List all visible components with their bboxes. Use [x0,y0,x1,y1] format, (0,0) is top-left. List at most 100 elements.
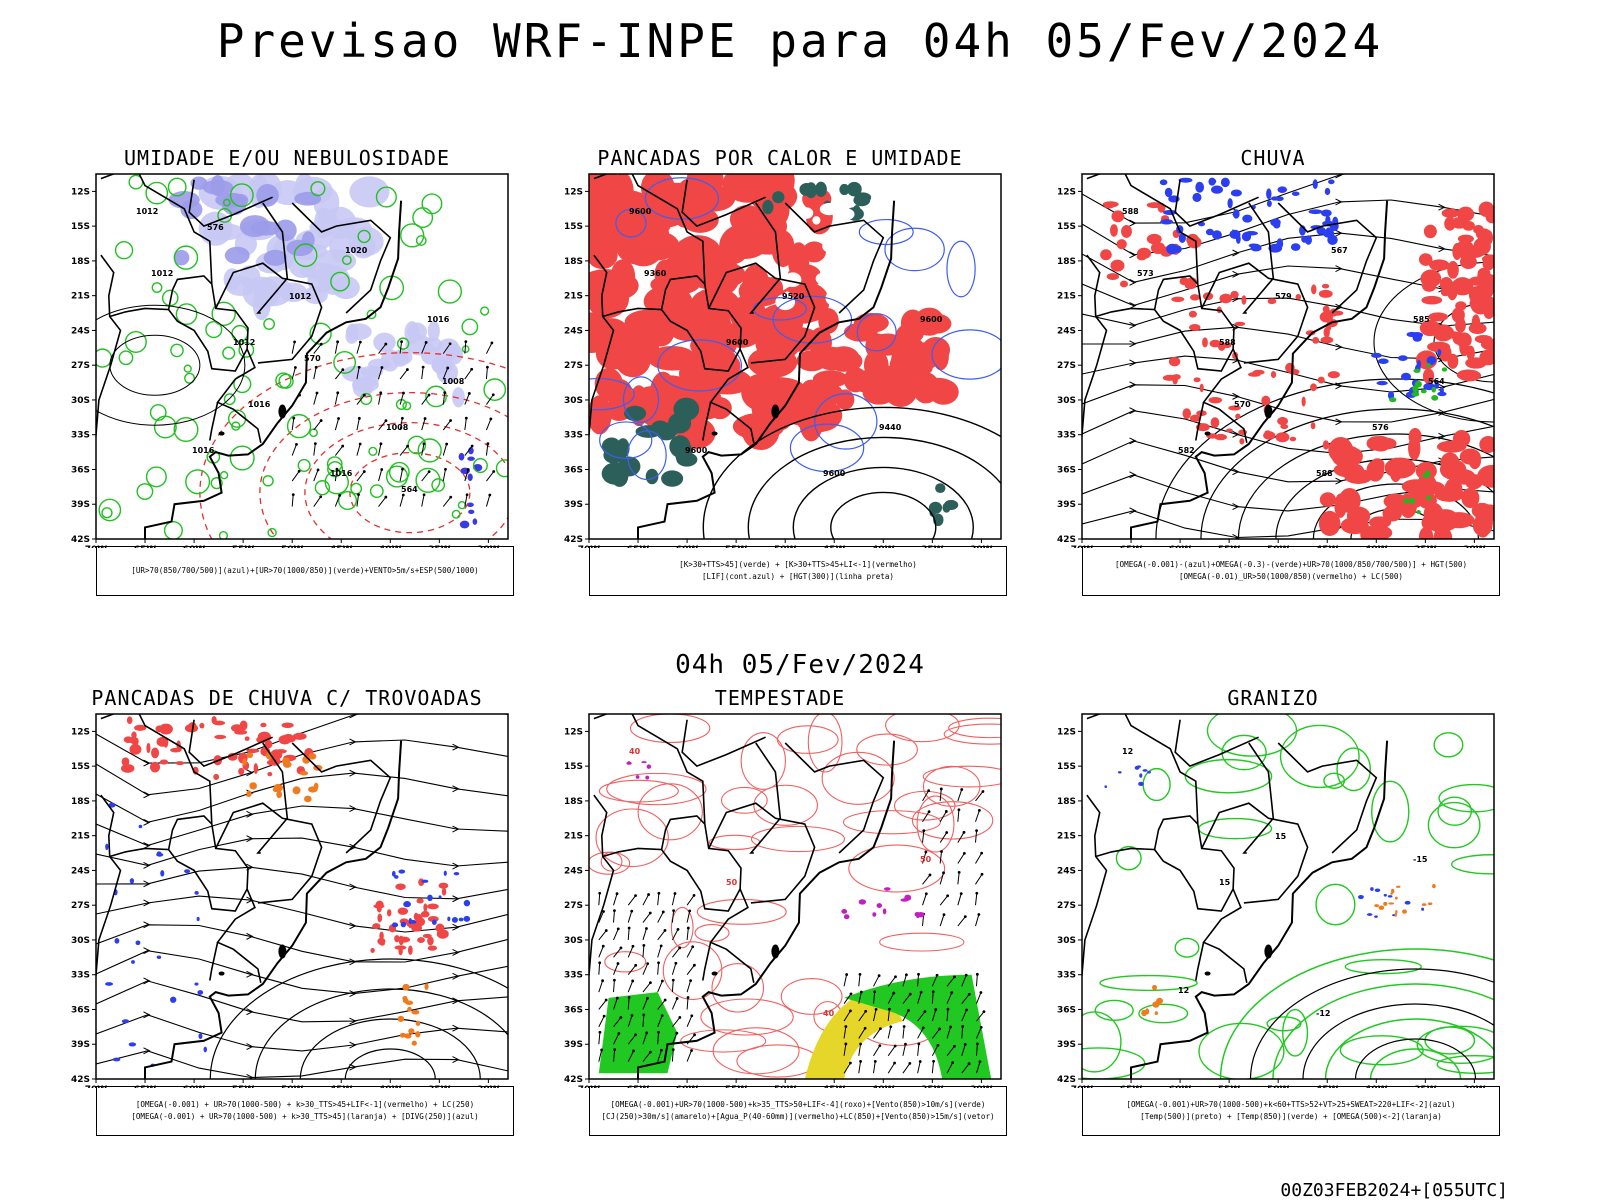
lat-tick-label: 27S [1057,361,1076,371]
contour-label: 12 [1122,747,1133,756]
contour-label: 9600 [920,315,943,324]
panel-legend: [UR>70(850/700/500)](azul)+[UR>70(1000/8… [96,546,514,596]
lat-tick-label: 39S [71,1040,90,1050]
lat-tick-label: 24S [1057,866,1076,876]
lat-tick-label: 15S [71,222,90,232]
valid-time-label: 04h 05/Fev/2024 [675,650,925,680]
lat-tick-label: 27S [564,361,583,371]
lat-tick-label: 18S [71,797,90,807]
lat-tick-label: 12S [564,187,583,197]
panel-title: PANCADAS POR CALOR E UMIDADE [597,146,963,170]
lat-tick-label: 18S [1057,257,1076,267]
contour-label: 12 [1178,986,1189,995]
lat-tick-label: 12S [71,727,90,737]
lat-tick-label: 30S [564,396,583,406]
contour-label: -15 [1413,855,1428,864]
lat-tick-label: 42S [71,535,90,545]
contour-label: 588 [1316,469,1333,478]
lat-tick-label: 24S [564,326,583,336]
lat-tick-label: 18S [564,797,583,807]
map-umidade: 1012 1012 1016 1016 1016 1012 1008 1012 1016 1020… [71,173,509,548]
contour-label: 9600 [685,446,708,455]
contour-label: 9440 [879,423,902,432]
lat-tick-label: 21S [71,832,90,842]
panel-title: PANCADAS DE CHUVA C/ TROVOADAS [91,686,483,710]
contour-label: 9600 [726,338,749,347]
map-content: 1012 1012 1016 1016 1016 1012 1008 1012 1016 1020… [96,174,508,539]
lat-tick-label: 21S [71,292,90,302]
contour-label: 9360 [644,269,667,278]
contour-label: 1016 [248,400,271,409]
lat-tick-label: 27S [564,901,583,911]
panel-chuva: CHUVA 588 588 588 585 582 579 576 573 570 567 564 1… [1038,146,1508,616]
contour-label: -12 [1316,1009,1330,1018]
map-content: 40 50 40 50 [589,714,1001,1079]
contour-label: 1016 [427,315,450,324]
lat-tick-label: 30S [564,936,583,946]
panel-legend: [OMEGA(-0.001) + UR>70(1000-500) + k>30_… [96,1086,514,1136]
contour-label: 9600 [629,207,652,216]
contour-label: 1012 [136,207,158,216]
legend-line: [OMEGA(-0.001) + UR>70(1000-500) + k>30_… [135,1100,475,1109]
run-timestamp: 00Z03FEB2024+[055UTC] [1280,1180,1508,1201]
map-chuva: 588 588 588 585 582 579 576 573 570 567 564 12S 15S 1… [1057,173,1495,548]
contour-label: 1012 [289,292,311,301]
contour-label: 567 [1331,246,1348,255]
lat-tick-label: 33S [71,431,90,441]
contour-label: 1016 [330,469,353,478]
contour-label: 564 [401,485,418,494]
panel-legend: [K>30+TTS>45](verde) + [K>30+TTS>45+LI<-… [589,546,1007,596]
legend-line: [UR>70(850/700/500)](azul)+[UR>70(1000/8… [131,566,479,575]
lat-tick-label: 39S [1057,500,1076,510]
lat-tick-label: 27S [1057,901,1076,911]
lat-tick-label: 36S [564,1005,583,1015]
main-title: Previsao WRF-INPE para 04h 05/Fev/2024 [216,14,1384,68]
lat-tick-label: 12S [71,187,90,197]
lat-tick-label: 36S [71,465,90,475]
panel-pancadas-calor: PANCADAS POR CALOR E UMIDADE 9600 9600 960… [545,146,1015,616]
map-trovoadas: 12S15S18S21S24S27S30S33S36S39S42S70W65W6… [71,713,509,1088]
lat-tick-label: 15S [71,762,90,772]
panel-legend: [OMEGA(-0.001)+UR>70(1000-500)+k>35_TTS>… [589,1086,1007,1136]
contour-label: 579 [1275,292,1292,301]
contour-label: 1012 [233,338,255,347]
contour-label: 1008 [386,423,409,432]
panel-tempestade: TEMPESTADE 40 50 40 50 12S 15S 18S 21S 24S 27S 30S… [545,686,1015,1156]
lat-tick-label: 24S [71,866,90,876]
lat-tick-label: 30S [71,396,90,406]
legend-line: [K>30+TTS>45](verde) + [K>30+TTS>45+LI<-… [679,560,917,569]
panel-legend: [OMEGA(-0.001)-(azul)+OMEGA(-0.3)-(verde… [1082,546,1500,596]
contour-label: 570 [1234,400,1251,409]
contour-label: 40 [823,1009,835,1018]
lat-tick-label: 33S [71,971,90,981]
panel-legend: [OMEGA(-0.001)+UR>70(1000-500)+k<60+TTS>… [1082,1086,1500,1136]
lat-tick-label: 15S [564,222,583,232]
contour-label: 50 [726,878,738,887]
lat-tick-label: 33S [564,971,583,981]
contour-label: 573 [1137,269,1154,278]
contour-label: 582 [1178,446,1195,455]
lat-tick-label: 36S [1057,1005,1076,1015]
lat-tick-label: 33S [564,431,583,441]
lat-tick-label: 39S [71,500,90,510]
contour-label: 9520 [782,292,805,301]
contour-label: 1008 [442,377,465,386]
contour-label: 564 [1428,377,1445,386]
lat-tick-label: 21S [1057,832,1076,842]
map-granizo: 12 15 -12 -15 12 15 12S 15S 18S 21S 24S 27S 30S 33S 36… [1057,713,1495,1088]
contour-label: 576 [207,223,224,232]
panel-title: CHUVA [1240,146,1306,170]
lat-tick-label: 15S [1057,222,1076,232]
lat-tick-label: 21S [564,292,583,302]
lat-tick-label: 30S [1057,396,1076,406]
map-content [96,714,508,1079]
lat-tick-label: 39S [564,1040,583,1050]
map-pancadas-calor: 9600 9600 9600 9600 9600 9520 9440 9360 12S 15S 18… [564,173,1002,548]
lat-tick-label: 42S [1057,535,1076,545]
legend-line: [OMEGA(-0.01)_UR>50(1000/850)(vermelho) … [1178,572,1404,581]
contour-label: 576 [1372,423,1389,432]
lat-tick-label: 18S [564,257,583,267]
lat-tick-label: 21S [1057,292,1076,302]
contour-label: 570 [304,354,321,363]
lat-tick-label: 24S [1057,326,1076,336]
